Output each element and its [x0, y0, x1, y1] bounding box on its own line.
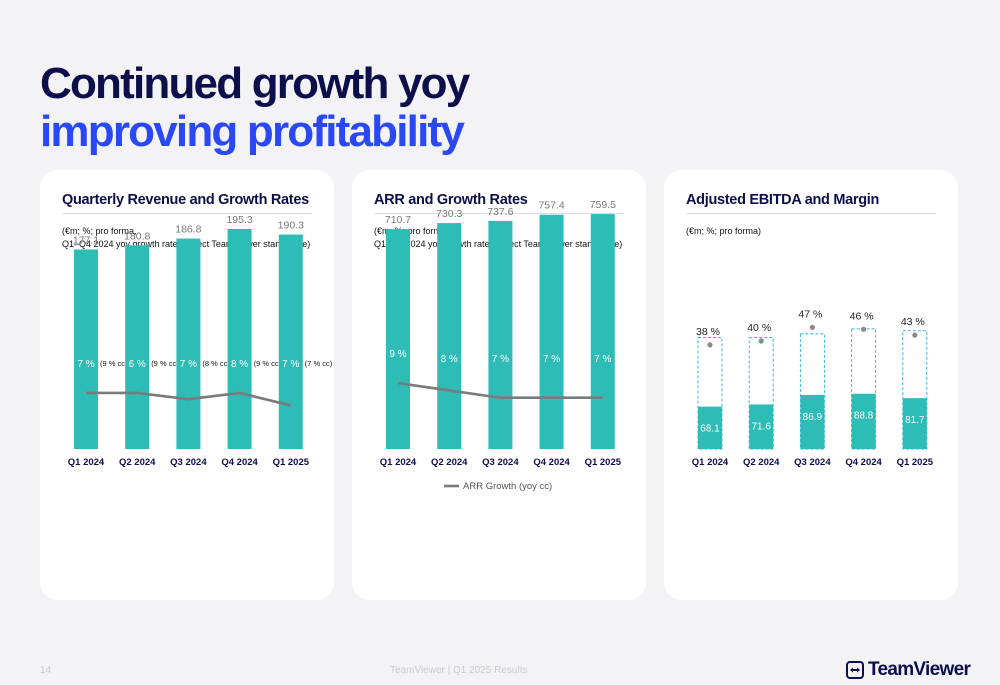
arr-bar-2 — [437, 223, 462, 449]
ebitda-bar-5 — [902, 398, 927, 449]
ebitda-category-label-5: Q1 2025 — [897, 457, 934, 468]
footer-text: TeamViewer | Q1 2025 Results — [390, 665, 528, 676]
arr-bar-1 — [386, 229, 410, 449]
revenue-card-title: Quarterly Revenue and Growth Rates — [62, 192, 309, 208]
ebitda-margin-label-3: 47 % — [798, 308, 822, 320]
ebitda-category-label-2: Q2 2024 — [743, 457, 780, 468]
revenue-category-label-4: Q4 2024 — [221, 457, 258, 468]
arr-growth-label-2: 8 % — [441, 354, 458, 365]
revenue-bar-3 — [176, 238, 201, 449]
revenue-cc-label-2: (9 % cc) — [151, 359, 179, 368]
arr-category-label-4: Q4 2024 — [533, 457, 570, 468]
revenue-growth-label-1: 7 % — [77, 359, 94, 370]
arr-growth-label-3: 7 % — [492, 354, 509, 365]
arr-growth-line — [397, 381, 603, 400]
arr-card-divider — [374, 213, 624, 214]
revenue-value-label-1: 177.1 — [73, 234, 99, 246]
revenue-bar-1 — [74, 249, 98, 449]
arr-category-label-3: Q3 2024 — [482, 457, 519, 468]
arr-growth-label-5: 7 % — [594, 354, 611, 365]
revenue-growth-label-4: 8 % — [231, 359, 248, 370]
arr-chart: 710.7 9 % Q1 2024 730.3 8 % Q2 2024 737.6 7 % Q3… — [380, 199, 622, 492]
ebitda-margin-label-4: 46 % — [850, 310, 874, 322]
arr-bar-5 — [590, 214, 615, 449]
ebitda-margin-label-2: 40 % — [747, 322, 771, 334]
revenue-growth-label-3: 7 % — [180, 359, 197, 370]
revenue-bar-5 — [278, 234, 303, 449]
slide-title-line-1: Continued growth yoy — [40, 59, 470, 108]
ebitda-margin-dot-1 — [707, 342, 713, 348]
ebitda-value-label-5: 81.7 — [905, 415, 925, 426]
arr-bar-3 — [488, 220, 513, 449]
arr-value-label-1: 710.7 — [385, 214, 411, 226]
revenue-category-label-5: Q1 2025 — [273, 457, 310, 468]
revenue-category-label-1: Q1 2024 — [68, 457, 105, 468]
arr-category-label-2: Q2 2024 — [431, 457, 468, 468]
ebitda-margin-dot-3 — [809, 324, 815, 330]
arr-value-label-5: 759.5 — [590, 199, 616, 211]
arr-value-label-4: 757.4 — [538, 200, 564, 212]
ebitda-margin-label-5: 43 % — [901, 316, 925, 328]
revenue-card-divider — [62, 213, 312, 214]
ebitda-margin-dot-5 — [912, 332, 918, 338]
slide-title-line-2: improving profitability — [40, 107, 465, 156]
revenue-value-label-3: 186.8 — [175, 224, 201, 236]
revenue-cc-label-1: (9 % cc) — [100, 359, 128, 368]
revenue-category-label-2: Q2 2024 — [119, 457, 156, 468]
revenue-growth-label-5: 7 % — [282, 359, 299, 370]
ebitda-bar-4 — [851, 393, 876, 449]
arr-category-label-1: Q1 2024 — [380, 457, 417, 468]
revenue-cc-label-4: (9 % cc) — [254, 359, 282, 368]
ebitda-bar-2 — [749, 404, 774, 449]
revenue-cc-label-5: (7 % cc) — [305, 359, 333, 368]
ebitda-card-title: Adjusted EBITDA and Margin — [686, 192, 880, 208]
ebitda-value-label-1: 68.1 — [700, 424, 720, 435]
ebitda-category-label-3: Q3 2024 — [794, 457, 831, 468]
ebitda-margin-box-5 — [902, 330, 928, 450]
ebitda-bar-3 — [800, 394, 825, 449]
revenue-subtitle-line-1: (€m; %; pro forma, — [62, 226, 137, 236]
page-number: 14 — [40, 665, 52, 676]
arr-legend-label: ARR Growth (yoy cc) — [463, 481, 552, 492]
arr-value-label-3: 737.6 — [487, 206, 513, 218]
arr-subtitle-line-1: (€m; %; pro forma, — [374, 226, 449, 236]
ebitda-card-divider — [686, 213, 936, 214]
arr-value-label-2: 730.3 — [436, 208, 462, 220]
revenue-value-label-2: 180.8 — [124, 230, 150, 242]
ebitda-card: Adjusted EBITDA and Margin (€m; %; pro f… — [664, 170, 958, 600]
ebitda-category-label-1: Q1 2024 — [692, 457, 729, 468]
revenue-value-label-5: 190.3 — [278, 220, 304, 232]
ebitda-value-label-4: 88.8 — [854, 411, 874, 422]
ebitda-chart: 68.1 38 % Q1 2024 71.6 40 % Q2 2024 86.9 47 % Q3… — [692, 308, 934, 468]
ebitda-margin-dot-2 — [758, 338, 764, 344]
ebitda-margin-dot-4 — [861, 326, 867, 332]
ebitda-value-label-3: 86.9 — [803, 412, 823, 423]
logo-wordmark: TeamViewer — [868, 659, 971, 680]
ebitda-category-label-4: Q4 2024 — [845, 457, 882, 468]
ebitda-bar-1 — [698, 406, 722, 449]
arr-growth-label-1: 9 % — [389, 349, 406, 360]
ebitda-margin-label-1: 38 % — [696, 326, 720, 338]
revenue-bar-4 — [227, 228, 252, 449]
teamviewer-logo: TeamViewer — [846, 659, 971, 681]
arr-card: ARR and Growth Rates (€m; %; pro forma, … — [352, 170, 646, 600]
revenue-value-label-4: 195.3 — [226, 214, 252, 226]
arr-card-title: ARR and Growth Rates — [374, 192, 528, 208]
revenue-growth-line — [86, 391, 292, 407]
ebitda-subtitle-line-1: (€m; %; pro forma) — [686, 226, 762, 236]
revenue-cc-label-3: (8 % cc) — [202, 359, 230, 368]
revenue-category-label-3: Q3 2024 — [170, 457, 207, 468]
revenue-card: Quarterly Revenue and Growth Rates (€m; … — [40, 170, 334, 600]
arr-category-label-5: Q1 2025 — [585, 457, 622, 468]
teamviewer-logo-icon — [846, 661, 864, 679]
revenue-growth-label-2: 6 % — [129, 359, 146, 370]
ebitda-card-subtitle: (€m; %; pro forma) — [686, 225, 946, 238]
revenue-bar-2 — [125, 245, 150, 449]
ebitda-value-label-2: 71.6 — [751, 421, 771, 432]
arr-bar-4 — [539, 214, 564, 449]
arr-growth-label-4: 7 % — [543, 354, 560, 365]
